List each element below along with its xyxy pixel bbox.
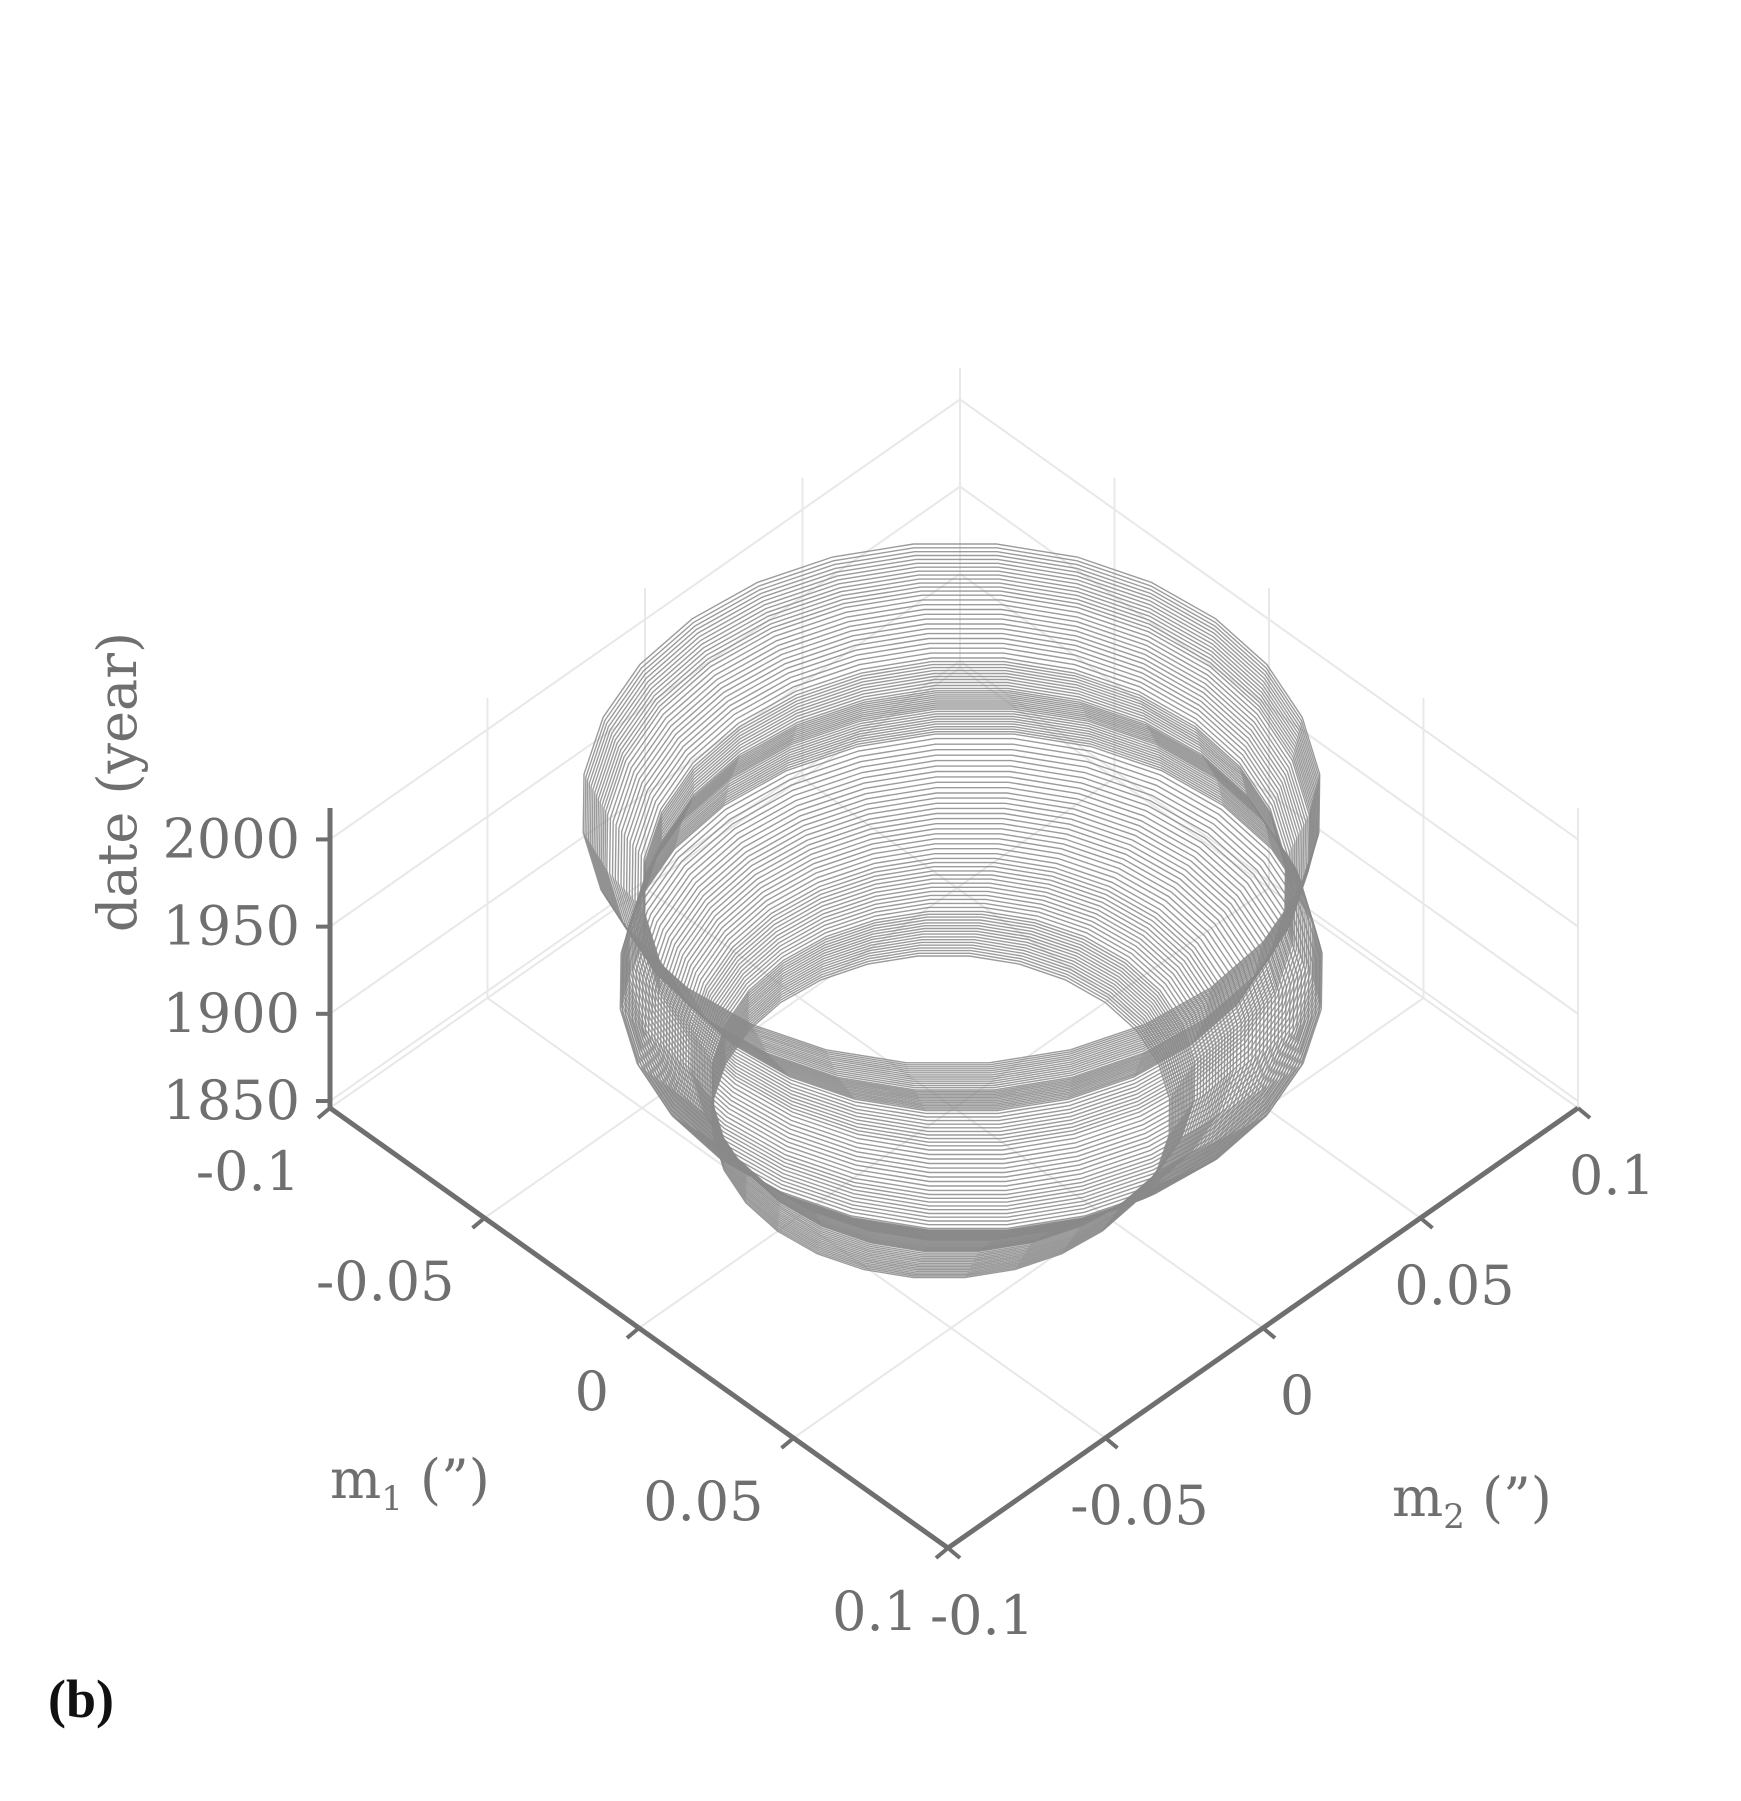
surface-slice-1979.5 xyxy=(625,628,1298,1102)
surface-slice-2003.5 xyxy=(589,558,1318,1072)
surface-slice-2005.0 xyxy=(587,554,1318,1070)
surface-slice-1987.0 xyxy=(611,604,1307,1094)
y-axis-title: m2 (”) xyxy=(1392,1466,1552,1537)
m1-tick-label-4: 0.1 xyxy=(832,1580,918,1643)
surface-slice-1972.0 xyxy=(639,652,1289,1110)
surface-slice-1969.0 xyxy=(643,660,1287,1115)
m1-tick-label-2: 0 xyxy=(575,1360,609,1423)
m1-tick-0 xyxy=(316,1106,332,1120)
m2-tick-label-3: 0.05 xyxy=(1394,1254,1514,1317)
surface-slice-2009.5 xyxy=(582,543,1321,1064)
surface-slice-1951.0 xyxy=(639,694,1300,1160)
m2-tick-label-2: 0 xyxy=(1280,1364,1314,1427)
panel-label: (b) xyxy=(48,1669,114,1729)
surface-slice-1847.5 xyxy=(712,952,1172,1277)
m1-tick-label-3: 0.05 xyxy=(643,1470,763,1533)
m2-tick-2 xyxy=(1261,1326,1277,1340)
grid-line-z-wall2-3 xyxy=(959,398,1579,841)
surface-slice-2008.0 xyxy=(584,547,1320,1066)
surface-slice-1981.0 xyxy=(623,623,1300,1100)
surface-slice-1985.5 xyxy=(614,608,1305,1096)
surface-slice-1855.0 xyxy=(711,939,1180,1269)
surface-slice-1993.0 xyxy=(602,586,1312,1087)
m2-tick-0 xyxy=(946,1546,962,1560)
surface-slice-1978.0 xyxy=(628,632,1296,1104)
surface-slice-1997.5 xyxy=(596,574,1314,1080)
surface-slice-1991.5 xyxy=(604,590,1311,1089)
surface-plot xyxy=(582,543,1323,1279)
z-axis-title: date (year) xyxy=(86,632,149,932)
m2-tick-1 xyxy=(1104,1436,1119,1450)
surface-slice-2000.5 xyxy=(593,566,1316,1076)
m1-tick-3 xyxy=(780,1436,795,1450)
surface-slice-2006.5 xyxy=(586,551,1319,1068)
x-axis-title-main: m xyxy=(330,1448,381,1511)
z-tick-label-2: 1950 xyxy=(163,895,300,958)
m2-tick-label-1: -0.05 xyxy=(1070,1474,1208,1537)
x-axis-title-subscript: 1 xyxy=(381,1479,403,1519)
z-tick-label-3: 2000 xyxy=(163,807,300,870)
m1-tick-1 xyxy=(471,1216,486,1230)
surface-slice-1975.0 xyxy=(634,642,1292,1107)
y-axis-title-unit: (”) xyxy=(1465,1466,1552,1529)
x-axis-title: m1 (”) xyxy=(330,1448,490,1519)
surface-slice-1852.0 xyxy=(711,944,1177,1273)
grid-line-z-wall1-2 xyxy=(329,485,961,928)
surface-slice-1984.0 xyxy=(617,613,1303,1097)
m1-tick-label-0: -0.1 xyxy=(196,1140,300,1203)
surface-slice-1973.5 xyxy=(637,647,1291,1108)
y-axis-title-main: m xyxy=(1392,1466,1443,1529)
m2-tick-label-4: 0.1 xyxy=(1569,1144,1655,1207)
surface-slice-1988.5 xyxy=(608,599,1309,1093)
surface-slice-1859.5 xyxy=(711,930,1185,1265)
surface-slice-1994.5 xyxy=(600,582,1313,1085)
m2-tick-4 xyxy=(1576,1106,1592,1120)
grid-lines xyxy=(329,368,1579,1549)
surface-slice-1996.0 xyxy=(598,578,1314,1082)
z-tick-label-1: 1900 xyxy=(163,982,300,1045)
m2-tick-3 xyxy=(1419,1216,1434,1230)
grid-line-z-wall1-1 xyxy=(329,573,961,1015)
z-tick-label-0: 1850 xyxy=(163,1069,300,1132)
axis-titles: date (year) m1 (”) m2 (”) xyxy=(86,632,1552,1537)
surface-slice-1990.0 xyxy=(606,594,1310,1091)
m2-tick-label-0: -0.1 xyxy=(930,1584,1034,1647)
m1-tick-4 xyxy=(934,1546,950,1560)
surface-slice-2002.0 xyxy=(591,562,1317,1074)
surface-slice-1982.5 xyxy=(620,618,1301,1099)
y-axis-title-subscript: 2 xyxy=(1443,1497,1465,1537)
surface-slice-1999.0 xyxy=(595,570,1315,1078)
m1-tick-2 xyxy=(625,1326,641,1340)
grid-line-z-wall1-3 xyxy=(329,398,961,841)
grid-line-y-floor-3 xyxy=(801,777,1422,1219)
surface-slice-1970.5 xyxy=(642,657,1287,1112)
axes xyxy=(316,808,1592,1560)
m1-tick-label-1: -0.05 xyxy=(316,1250,454,1313)
surface-slice-1850.5 xyxy=(712,947,1175,1274)
x-axis-title-unit: (”) xyxy=(403,1448,490,1511)
surface-slice-1976.5 xyxy=(631,637,1294,1105)
